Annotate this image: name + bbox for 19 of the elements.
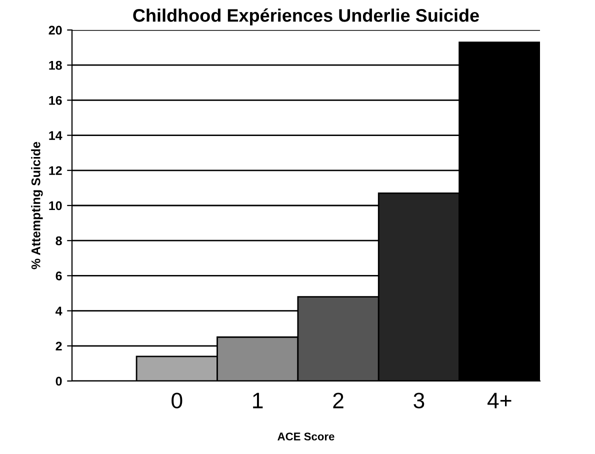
- y-tick-label: 12: [49, 166, 62, 175]
- y-tick-label: 8: [56, 236, 62, 246]
- y-tick-label: 2: [56, 342, 62, 350]
- y-tick-label: 4: [56, 306, 62, 316]
- y-tick-label: 10: [49, 201, 62, 210]
- x-tick-label: 3: [414, 392, 424, 408]
- x-axis-title: ACE Score: [278, 432, 334, 440]
- y-tick-label: 14: [49, 131, 62, 140]
- y-axis-title: % Attempting Suicide: [31, 142, 43, 270]
- x-tick-label: 1: [253, 392, 263, 408]
- y-tick-label: 20: [48, 26, 62, 35]
- y-tick-label: 6: [56, 272, 62, 280]
- x-tick-label: 0: [172, 392, 182, 408]
- y-tick-label: 0: [56, 376, 62, 386]
- x-tick-label: 4+: [487, 392, 512, 408]
- y-tick-label: 16: [49, 96, 62, 105]
- y-tick-label: 18: [49, 60, 62, 70]
- chart-title: Childhood Expériences Underlie Suicide: [133, 8, 479, 26]
- x-tick-label: 2: [333, 392, 344, 408]
